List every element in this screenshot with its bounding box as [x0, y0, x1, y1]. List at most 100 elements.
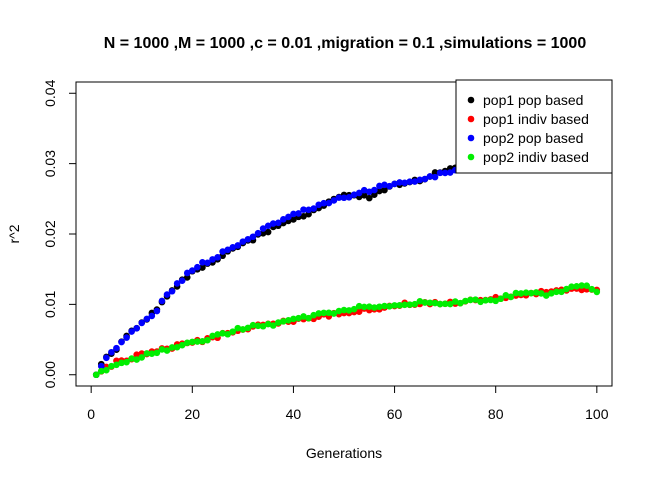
data-point	[548, 290, 555, 297]
data-point	[532, 289, 540, 296]
legend-label: pop1 indiv based	[483, 111, 589, 127]
data-point	[290, 315, 297, 323]
data-point	[148, 350, 156, 357]
data-point	[345, 194, 353, 201]
chart-title: N = 1000 ,M = 1000 ,c = 0.01 ,migration …	[104, 35, 587, 52]
data-point	[467, 296, 474, 304]
data-point	[457, 299, 464, 307]
data-point	[194, 263, 201, 271]
data-point	[264, 228, 272, 236]
data-point	[194, 338, 201, 345]
data-point	[229, 243, 237, 251]
data-point	[588, 285, 596, 293]
data-point	[133, 324, 140, 332]
data-point	[199, 264, 206, 271]
data-point	[285, 213, 292, 221]
data-point	[350, 305, 358, 313]
data-point	[204, 336, 211, 344]
data-point	[593, 288, 601, 296]
data-point	[522, 289, 530, 296]
data-point	[209, 256, 216, 263]
data-point	[224, 330, 231, 338]
data-point	[502, 292, 510, 299]
x-axis: 0 20 40 60 80 100	[87, 385, 609, 422]
data-point	[583, 282, 591, 290]
data-point	[542, 292, 550, 299]
legend-label: pop2 pop based	[483, 130, 583, 146]
data-point	[300, 313, 307, 320]
data-point	[391, 180, 398, 188]
data-point	[426, 173, 434, 180]
y-tick-label: 0.01	[42, 291, 58, 318]
data-point	[507, 293, 515, 301]
data-point	[381, 302, 388, 310]
data-point	[340, 194, 348, 202]
data-point	[355, 308, 363, 316]
data-point	[335, 307, 343, 315]
data-point	[376, 182, 383, 190]
data-point	[436, 300, 444, 308]
data-point	[128, 355, 135, 362]
data-point	[189, 267, 196, 274]
data-point	[325, 199, 333, 207]
data-point	[254, 322, 262, 330]
data-point	[214, 331, 221, 338]
data-point	[431, 173, 439, 181]
data-point	[295, 210, 302, 217]
data-point	[512, 289, 520, 297]
data-point	[97, 367, 105, 375]
y-tick-label: 0.03	[42, 150, 58, 177]
data-point	[178, 277, 186, 284]
legend: pop1 pop based pop1 indiv based pop2 pop b…	[455, 79, 613, 174]
data-point	[431, 169, 439, 176]
data-point	[108, 348, 115, 356]
data-point	[406, 301, 414, 308]
data-point	[310, 311, 317, 319]
data-point	[123, 358, 130, 366]
data-point	[305, 206, 312, 214]
data-point	[355, 189, 363, 197]
data-point	[568, 283, 575, 291]
data-point	[209, 332, 216, 340]
data-point	[280, 215, 287, 223]
y-tick-label: 0.04	[42, 79, 58, 106]
data-point	[416, 176, 424, 184]
data-point	[183, 339, 191, 347]
data-point	[391, 302, 398, 309]
data-point	[431, 299, 439, 307]
data-point	[103, 354, 110, 362]
data-point	[290, 210, 297, 218]
data-point	[219, 330, 226, 337]
data-point	[128, 328, 135, 335]
data-point	[350, 191, 358, 198]
data-point	[330, 197, 338, 204]
data-point	[381, 186, 388, 194]
data-point	[138, 319, 146, 327]
data-point	[300, 206, 307, 213]
data-point	[108, 362, 115, 370]
data-point	[244, 324, 252, 332]
data-point	[259, 230, 267, 237]
data-point	[97, 362, 105, 370]
legend-marker	[467, 153, 475, 161]
data-point	[199, 338, 206, 345]
data-point	[138, 354, 146, 361]
data-point	[371, 186, 378, 194]
data-point	[259, 322, 267, 330]
x-tick-label: 40	[286, 406, 302, 422]
data-point	[168, 344, 176, 351]
data-point	[219, 248, 226, 255]
data-point	[148, 312, 156, 320]
data-point	[492, 297, 499, 305]
data-point	[553, 288, 560, 296]
data-point	[285, 317, 292, 324]
y-axis: 0.00 0.01 0.02 0.03 0.04	[42, 79, 77, 388]
data-point	[113, 344, 120, 352]
data-point	[305, 314, 312, 322]
data-point	[360, 303, 368, 311]
data-point	[158, 297, 166, 305]
data-point	[168, 287, 176, 295]
data-point	[173, 343, 181, 351]
legend-label: pop1 pop based	[483, 92, 583, 108]
